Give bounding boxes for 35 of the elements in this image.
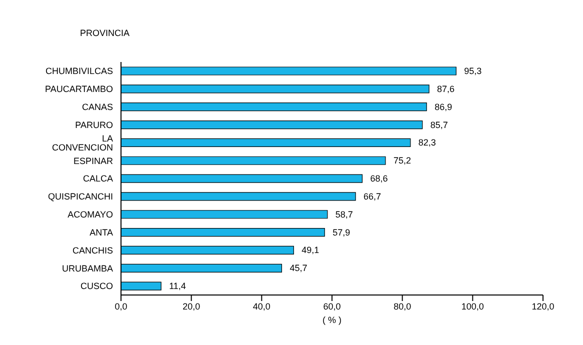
y-tick-label: PAUCARTAMBO <box>44 84 113 94</box>
y-tick-label: URUBAMBA <box>62 263 113 274</box>
y-axis-title: PROVINCIA <box>80 28 130 38</box>
y-tick-label: CALCA <box>82 174 113 184</box>
data-label: 68,6 <box>370 174 388 184</box>
data-label: 85,7 <box>430 120 448 130</box>
y-tick-label: LA CONVENCION <box>52 133 113 152</box>
x-tick-label: 80,0 <box>394 301 412 312</box>
y-tick-label: CHUMBIVILCAS <box>45 66 113 76</box>
x-tick-label: 100,0 <box>461 301 484 312</box>
data-label: 45,7 <box>290 263 308 274</box>
data-label: 86,9 <box>434 102 452 112</box>
x-tick-label: 20,0 <box>182 301 200 312</box>
data-label: 95,3 <box>464 66 482 76</box>
data-label: 11,4 <box>169 281 186 292</box>
y-tick-label: QUISPICANCHI <box>48 192 113 202</box>
y-tick-label: CANCHIS <box>72 245 113 256</box>
x-tick-label: 0,0 <box>114 301 128 312</box>
data-label: 82,3 <box>418 138 436 148</box>
x-axis-title: ( % ) <box>322 315 342 325</box>
y-tick-label: ACOMAYO <box>68 210 113 220</box>
data-label: 87,6 <box>437 84 455 94</box>
x-tick-label: 120,0 <box>532 301 554 312</box>
data-label: 75,2 <box>393 156 411 166</box>
data-label: 58,7 <box>335 209 353 220</box>
data-label: 66,7 <box>364 191 382 202</box>
y-tick-label: CUSCO <box>80 281 113 292</box>
data-label: 57,9 <box>332 227 350 238</box>
x-tick-label: 40,0 <box>252 301 270 312</box>
y-tick-label: ESPINAR <box>73 156 114 166</box>
data-label: 49,1 <box>302 245 320 256</box>
y-tick-label: ANTA <box>90 227 113 238</box>
y-tick-label: CANAS <box>82 102 113 112</box>
y-tick-label: PARURO <box>75 120 113 130</box>
x-tick-label: 60,0 <box>323 301 341 312</box>
